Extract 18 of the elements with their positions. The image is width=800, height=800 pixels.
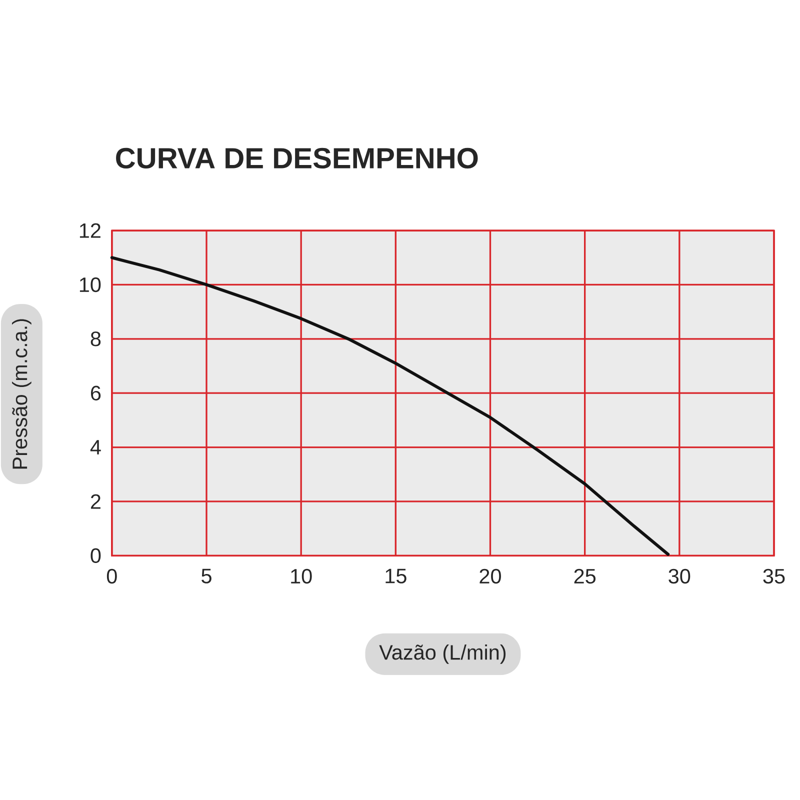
y-tick-label: 0 [90, 548, 101, 564]
x-tick-label: 35 [763, 568, 785, 584]
x-tick-label: 0 [106, 568, 117, 584]
y-tick-label: 12 [80, 223, 100, 238]
y-axis-title: Pressão (m.c.a.) [12, 319, 32, 469]
chart-title: CURVA DE DESEMPENHO [116, 148, 478, 168]
x-tick-label: 25 [574, 568, 596, 584]
y-tick-label: 6 [90, 386, 101, 400]
x-tick-label: 10 [291, 568, 312, 584]
x-tick-label: 5 [202, 568, 212, 584]
x-tick-label: 30 [668, 568, 690, 584]
y-tick-label: 4 [90, 440, 101, 454]
x-axis-title: Vazão (L/min) [379, 644, 506, 664]
x-tick-label: 20 [480, 568, 501, 584]
y-tick-label: 2 [90, 494, 100, 509]
y-tick-label: 10 [80, 277, 101, 292]
x-tick-label: 15 [386, 568, 406, 584]
y-tick-label: 8 [90, 332, 101, 346]
